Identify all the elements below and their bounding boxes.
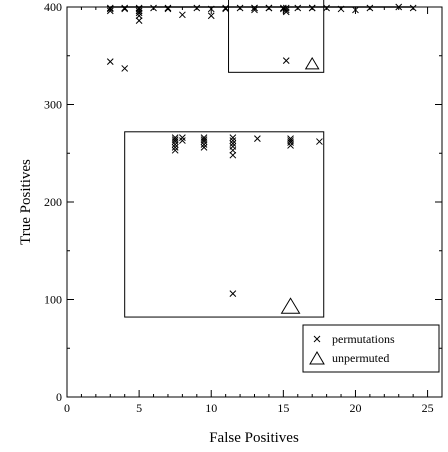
point-permutation <box>121 4 129 12</box>
point-permutation <box>171 146 179 154</box>
point-permutation <box>135 9 143 17</box>
x-tick-label: 15 <box>277 401 289 415</box>
y-tick-label: 400 <box>44 0 62 14</box>
point-permutation <box>135 12 143 20</box>
legend-label-unpermuted: unpermuted <box>332 351 389 365</box>
legend-frame <box>302 324 440 373</box>
point-permutation <box>352 6 359 14</box>
point-permutation <box>395 3 403 11</box>
x-axis-title: False Positives <box>209 430 299 446</box>
y-tick-label: 300 <box>44 98 62 112</box>
point-permutation <box>164 5 172 13</box>
point-permutation <box>164 4 172 12</box>
point-permutation <box>308 4 316 12</box>
x-tick-label: 25 <box>422 401 434 415</box>
point-permutation <box>229 146 237 154</box>
point-permutation <box>254 135 261 142</box>
point-permutation <box>323 4 330 12</box>
legend-label-permutations: permutations <box>332 332 395 346</box>
point-permutation <box>251 4 258 12</box>
zoom-boxes <box>124 0 325 318</box>
point-permutation <box>251 6 258 14</box>
point-permutation <box>229 290 237 298</box>
y-tick-label: 200 <box>44 195 62 209</box>
y-tick-label: 0 <box>56 390 62 404</box>
point-permutation <box>229 151 237 159</box>
point-permutation <box>171 136 179 143</box>
point-permutation <box>316 138 323 145</box>
point-permutation <box>366 4 374 12</box>
point-permutation <box>200 138 208 145</box>
point-permutation <box>294 4 302 12</box>
point-permutation <box>121 65 129 72</box>
y-axis: 0 100 200 300 400 <box>44 0 442 404</box>
point-permutation <box>171 141 179 148</box>
point-permutation <box>200 144 208 151</box>
y-tick-label: 100 <box>44 293 62 307</box>
legend: permutations unpermuted <box>302 324 440 373</box>
point-permutation <box>409 4 417 12</box>
point-permutation <box>207 12 215 20</box>
point-permutation <box>121 5 129 13</box>
zoom-box <box>228 0 325 73</box>
point-permutation <box>287 142 294 149</box>
point-permutation <box>207 5 215 13</box>
point-permutation <box>106 5 114 13</box>
point-permutation <box>135 7 143 15</box>
point-permutation <box>106 58 114 65</box>
point-permutation <box>282 57 290 64</box>
point-permutation <box>135 17 143 25</box>
point-permutation <box>287 139 294 146</box>
y-axis-title: True Positives <box>18 159 34 245</box>
x-tick-label: 0 <box>64 401 70 415</box>
point-unpermuted <box>304 56 320 70</box>
point-permutation <box>171 144 179 151</box>
point-permutation <box>282 6 290 14</box>
point-permutation <box>222 4 230 12</box>
point-permutation <box>337 5 345 13</box>
point-permutation <box>287 137 294 144</box>
point-permutation <box>171 138 179 145</box>
point-permutation <box>229 140 237 147</box>
legend-marker-unpermuted <box>309 351 325 365</box>
point-permutation <box>229 137 237 144</box>
point-permutation <box>193 4 201 12</box>
zoom-box <box>124 131 325 318</box>
point-permutation <box>282 8 290 16</box>
x-tick-label: 20 <box>349 401 361 415</box>
point-permutation <box>150 4 157 12</box>
legend-marker-permutations <box>313 335 321 343</box>
point-permutation <box>106 4 114 12</box>
point-permutation <box>236 4 244 12</box>
point-permutation <box>135 4 143 12</box>
data-marks <box>106 3 417 314</box>
point-permutation <box>229 134 237 142</box>
point-unpermuted <box>280 297 301 314</box>
point-permutation <box>106 7 114 15</box>
point-permutation <box>200 136 208 143</box>
point-permutation <box>279 4 287 12</box>
point-permutation <box>265 4 273 12</box>
point-permutation <box>222 5 230 13</box>
x-tick-label: 10 <box>205 401 217 415</box>
x-tick-label: 5 <box>136 401 142 415</box>
point-permutation <box>179 11 186 19</box>
point-permutation <box>179 137 186 144</box>
point-permutation <box>179 134 186 142</box>
point-permutation <box>200 141 208 148</box>
